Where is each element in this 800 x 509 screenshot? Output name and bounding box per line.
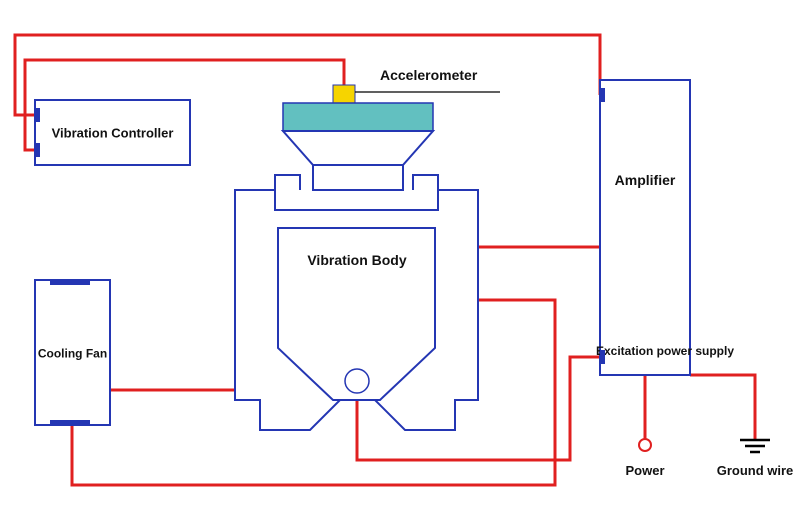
vibration-body-neck bbox=[313, 165, 403, 190]
power-label: Power bbox=[625, 463, 664, 478]
vibration-controller-label: Vibration Controller bbox=[52, 126, 174, 141]
connector bbox=[50, 280, 90, 285]
cooling-fan-label: Cooling Fan bbox=[38, 347, 107, 361]
accelerometer-block bbox=[333, 85, 355, 103]
excitation-label: Excitation power supply bbox=[596, 344, 734, 358]
mount-trapezoid bbox=[283, 131, 433, 165]
connector bbox=[35, 108, 40, 122]
body-circle bbox=[345, 369, 369, 393]
vibration-body-label: Vibration Body bbox=[307, 252, 407, 268]
accelerometer-label: Accelerometer bbox=[380, 67, 478, 83]
platform bbox=[283, 103, 433, 131]
body-notch-right bbox=[413, 175, 438, 190]
amplifier-label: Amplifier bbox=[615, 172, 676, 188]
connector bbox=[600, 350, 605, 364]
wire bbox=[690, 375, 755, 440]
amplifier-box bbox=[600, 80, 690, 375]
ground-label: Ground wire bbox=[717, 463, 794, 478]
connector bbox=[600, 88, 605, 102]
body-notch-left bbox=[275, 175, 300, 190]
connector bbox=[50, 420, 90, 425]
connector bbox=[35, 143, 40, 157]
power-symbol bbox=[639, 439, 651, 451]
